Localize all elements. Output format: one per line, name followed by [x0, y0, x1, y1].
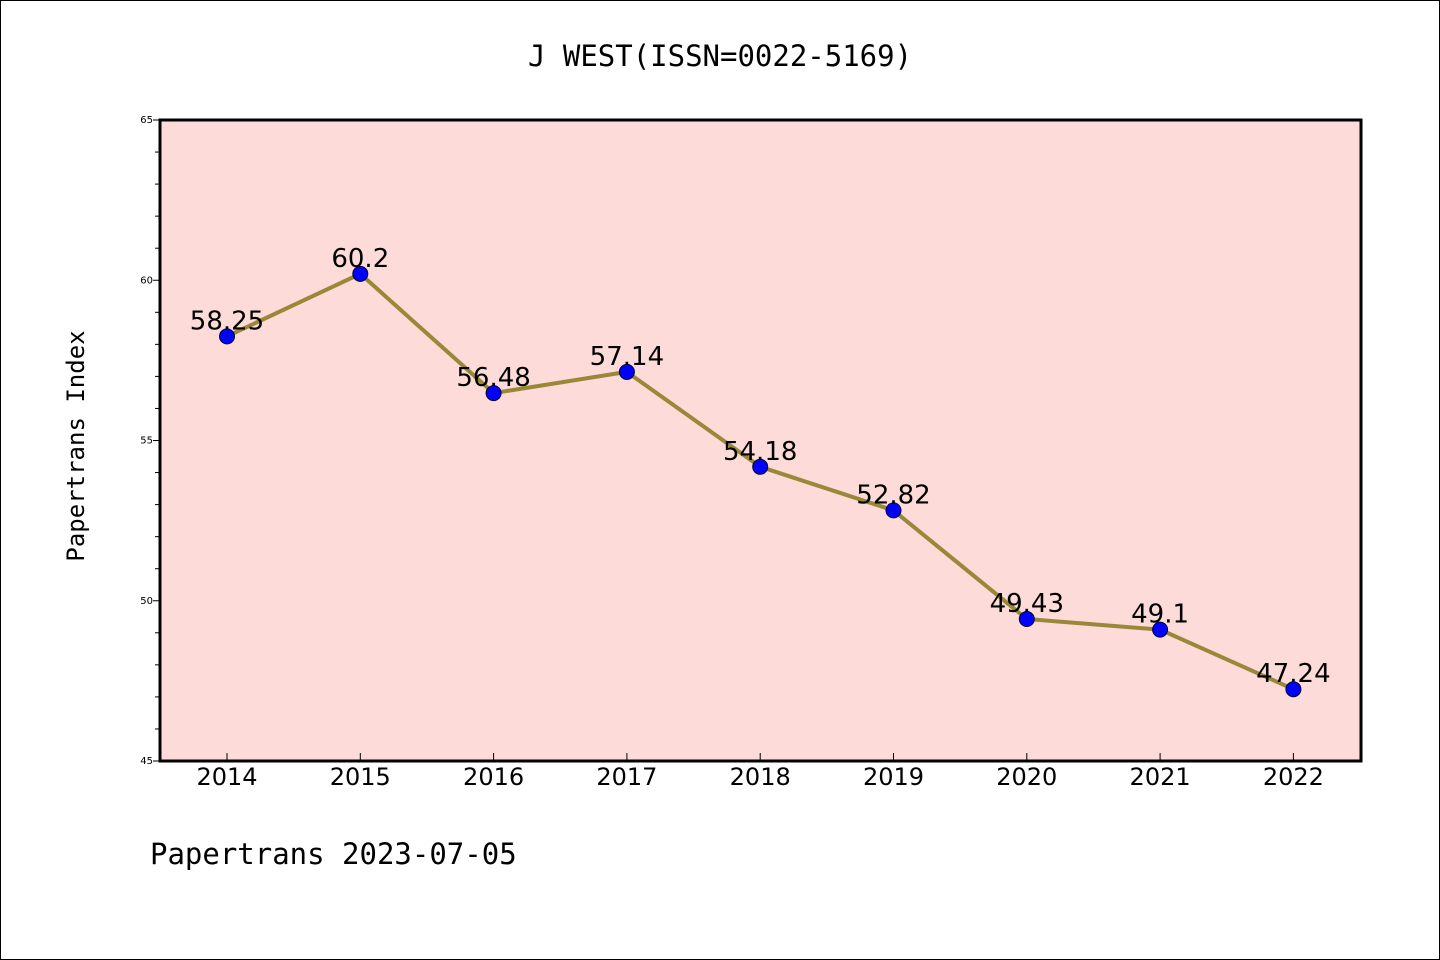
data-label: 58.25 — [190, 306, 264, 336]
x-tick-label: 2014 — [196, 763, 257, 791]
data-label: 56.48 — [456, 363, 530, 393]
series-markers — [219, 265, 1302, 698]
x-tick-label: 2016 — [463, 763, 524, 791]
x-axis-ticks: 2014 2015 2016 2017 2018 2019 2020 2021 2022 — [196, 753, 1324, 791]
data-point — [1018, 611, 1035, 628]
x-tick-label: 2015 — [330, 763, 391, 791]
data-label: 57.14 — [590, 342, 664, 372]
x-tick-label: 2022 — [1263, 763, 1324, 791]
x-tick-label: 2020 — [996, 763, 1057, 791]
data-point — [752, 458, 769, 475]
data-label: 49.43 — [990, 589, 1064, 619]
data-label: 60.2 — [331, 244, 389, 274]
data-point — [219, 328, 235, 345]
data-label: 54.18 — [723, 437, 797, 467]
x-tick-label: 2021 — [1130, 763, 1191, 791]
y-tick-label: 50 — [140, 596, 153, 607]
data-point — [1285, 681, 1302, 698]
y-tick-label: 55 — [140, 436, 153, 447]
plot-area — [160, 120, 1361, 761]
data-label: 49.1 — [1131, 600, 1189, 630]
chart-title: J WEST(ISSN=0022-5169) — [528, 39, 912, 73]
data-label: 52.82 — [856, 480, 930, 510]
y-tick-label: 65 — [140, 115, 153, 126]
y-tick-label: 60 — [140, 275, 153, 286]
footer-date: Papertrans 2023-07-05 — [150, 837, 517, 871]
x-tick-label: 2017 — [596, 763, 657, 791]
data-label: 47.24 — [1256, 659, 1330, 689]
data-point — [485, 385, 502, 402]
y-axis-label: Papertrans Index — [62, 330, 90, 561]
x-tick-label: 2018 — [730, 763, 791, 791]
data-labels: 58.25 60.2 56.48 57.14 54.18 52.82 49.43 49.1 47… — [190, 244, 1331, 689]
x-tick-label: 2019 — [863, 763, 924, 791]
data-point — [352, 265, 369, 282]
y-axis-ticks: 45 50 55 60 65 — [140, 115, 160, 767]
data-point — [1152, 621, 1169, 638]
data-point — [885, 502, 902, 519]
y-tick-label: 45 — [140, 756, 153, 767]
plot-border — [158, 118, 1363, 763]
data-point — [618, 363, 635, 380]
